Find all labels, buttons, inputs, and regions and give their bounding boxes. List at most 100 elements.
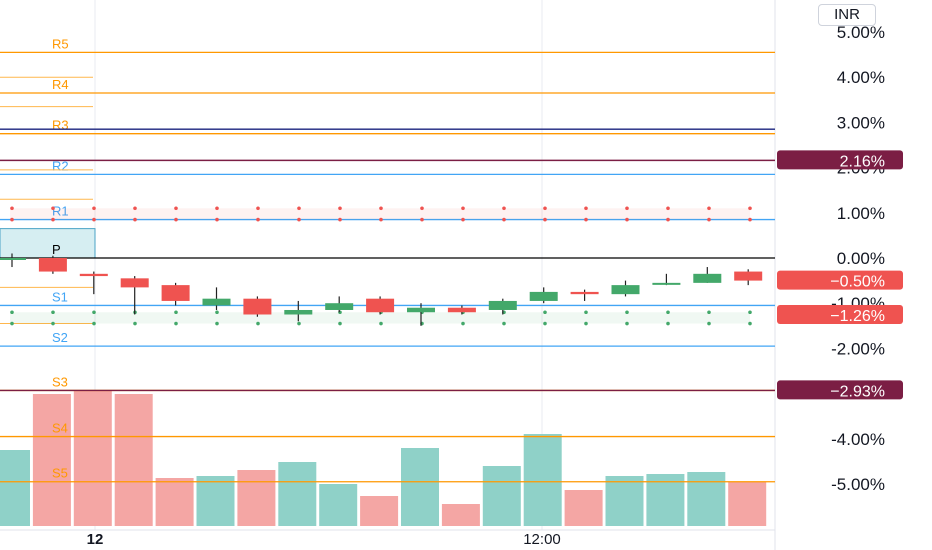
volume-bar: [155, 478, 194, 526]
band-dot: [543, 310, 547, 315]
band-dot: [338, 321, 342, 326]
volume-bar: [32, 394, 71, 526]
band-dot: [297, 321, 301, 326]
pivot-label-r1: R1: [52, 204, 69, 219]
volume-bar: [196, 476, 235, 526]
pivot-label-s5: S5: [52, 466, 68, 481]
pivot-label-s2: S2: [52, 330, 68, 345]
candle-body: [734, 271, 763, 281]
candle-body: [407, 307, 435, 313]
price-tick-label: 0.00%: [837, 249, 885, 268]
band-dot: [379, 206, 383, 211]
band-dot: [625, 217, 629, 222]
band-dot: [625, 206, 629, 211]
band-dot: [174, 217, 178, 222]
band-dot: [543, 321, 547, 326]
band-dot: [748, 310, 752, 315]
band-dot: [297, 206, 301, 211]
price-tick-label: 1.00%: [837, 204, 885, 223]
time-label-day: 12: [87, 531, 104, 548]
volume-bar: [687, 472, 726, 526]
price-tick-label: 4.00%: [837, 68, 885, 87]
band-dot: [379, 321, 383, 326]
band-dot: [461, 321, 465, 326]
volume-bars: [0, 390, 767, 526]
band-dot: [51, 206, 55, 211]
candle-body: [120, 278, 149, 288]
band-dot: [10, 310, 14, 315]
band-shade: [10, 208, 750, 220]
candle-body: [693, 273, 722, 283]
band-dot: [256, 206, 260, 211]
volume-bar: [564, 490, 603, 526]
band-dot: [174, 206, 178, 211]
price-tick-label: -2.00%: [831, 339, 885, 358]
band-dot: [543, 206, 547, 211]
band-dot: [51, 310, 55, 315]
pivot-label-r5: R5: [52, 36, 69, 51]
band-shade: [10, 312, 750, 324]
band-dot: [10, 206, 14, 211]
band-dot: [92, 310, 96, 315]
band-dot: [502, 217, 506, 222]
volume-bar: [728, 482, 767, 526]
band-dot: [666, 217, 670, 222]
price-tick-label: 3.00%: [837, 113, 885, 132]
price-badge: [777, 380, 903, 400]
band-dot: [174, 310, 178, 315]
volume-bar: [319, 484, 358, 526]
band-dot: [256, 217, 260, 222]
pivot-label-r3: R3: [52, 118, 69, 133]
band-dot: [256, 321, 260, 326]
candle-body: [38, 258, 67, 272]
volume-bar: [237, 470, 276, 526]
pivot-label-s3: S3: [52, 374, 68, 389]
band-dot: [625, 321, 629, 326]
volume-bar: [441, 504, 480, 526]
band-dot: [502, 321, 506, 326]
band-dot: [92, 321, 96, 326]
volume-bar: [360, 496, 399, 526]
band-dot: [215, 217, 219, 222]
band-dot: [338, 206, 342, 211]
pivot-label-s4: S4: [52, 421, 68, 436]
time-axis[interactable]: 12 12:00: [87, 531, 561, 548]
band-dot: [707, 310, 711, 315]
time-label-noon: 12:00: [523, 531, 561, 548]
candle-body: [529, 291, 558, 301]
band-dot: [502, 206, 506, 211]
band-dot: [461, 206, 465, 211]
band-dot: [584, 206, 588, 211]
pivot-label-r4: R4: [52, 77, 69, 92]
price-tick-label: -4.00%: [831, 430, 885, 449]
background-layer: [0, 0, 776, 550]
band-dot: [584, 217, 588, 222]
candle-body: [243, 298, 272, 315]
band-dot: [133, 217, 137, 222]
band-dot: [543, 217, 547, 222]
band-dot: [584, 321, 588, 326]
previous-session-zone: [0, 228, 96, 259]
price-badge: [777, 304, 903, 324]
band-dot: [10, 321, 14, 326]
band-dot: [707, 321, 711, 326]
band-dot: [666, 310, 670, 315]
price-badge: [777, 270, 903, 290]
price-tick-label: -5.00%: [831, 475, 885, 494]
band-dot: [666, 206, 670, 211]
currency-button[interactable]: INR: [818, 4, 876, 26]
volume-bar: [73, 390, 112, 526]
band-dot: [338, 217, 342, 222]
band-dot: [215, 310, 219, 315]
price-axis[interactable]: 5.00%4.00%3.00%2.00%1.00%0.00%-1.00%-2.0…: [831, 23, 885, 494]
volume-bar: [646, 474, 685, 526]
band-dot: [51, 321, 55, 326]
band-dot: [51, 217, 55, 222]
volume-bar: [278, 462, 317, 526]
candle-body: [570, 291, 599, 295]
volume-bar: [114, 394, 153, 526]
band-dot: [748, 321, 752, 326]
candle-body: [611, 285, 640, 295]
